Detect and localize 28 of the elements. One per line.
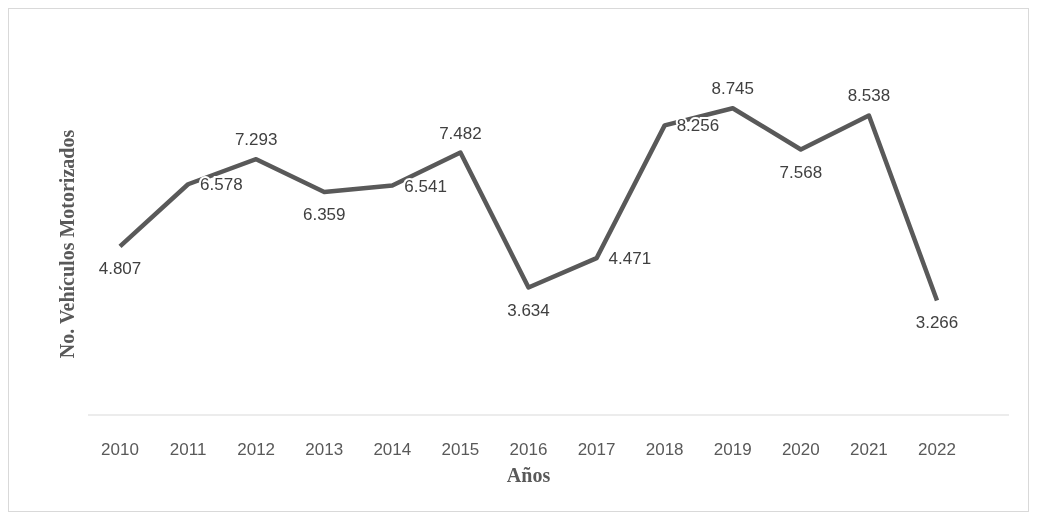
x-tick-label: 2010	[101, 440, 139, 459]
x-axis-title: Años	[506, 464, 551, 486]
data-label: 6.359	[302, 204, 346, 224]
x-tick-label: 2021	[850, 440, 888, 459]
data-label: 4.471	[608, 249, 652, 269]
data-label: 7.482	[439, 123, 482, 143]
data-label: 8.256	[676, 116, 720, 136]
x-tick-label: 2017	[577, 440, 616, 459]
data-label: 3.266	[915, 313, 959, 333]
data-label: 7.293	[234, 130, 278, 150]
data-label: 8.538	[847, 86, 891, 106]
x-tick-label: 2012	[237, 440, 276, 459]
x-tick-label: 2020	[781, 440, 820, 459]
y-axis-title: No. Vehículos Motorizados	[56, 129, 78, 359]
x-tick-label: 2019	[713, 440, 752, 459]
data-label: 6.541	[404, 176, 447, 196]
x-tick-label: 2013	[305, 440, 344, 459]
x-tick-label: 2018	[645, 440, 684, 459]
x-tick-label: 2014	[373, 440, 412, 459]
data-label: 6.578	[200, 175, 243, 195]
x-tick-label: 2016	[509, 440, 548, 459]
data-label: 7.568	[779, 162, 823, 182]
data-label: 3.634	[507, 300, 550, 320]
x-tick-label: 2022	[918, 440, 956, 459]
data-label: 4.807	[98, 259, 142, 279]
x-tick-label: 2011	[169, 440, 207, 459]
x-tick-label: 2015	[441, 440, 480, 459]
data-label: 8.745	[711, 79, 755, 99]
